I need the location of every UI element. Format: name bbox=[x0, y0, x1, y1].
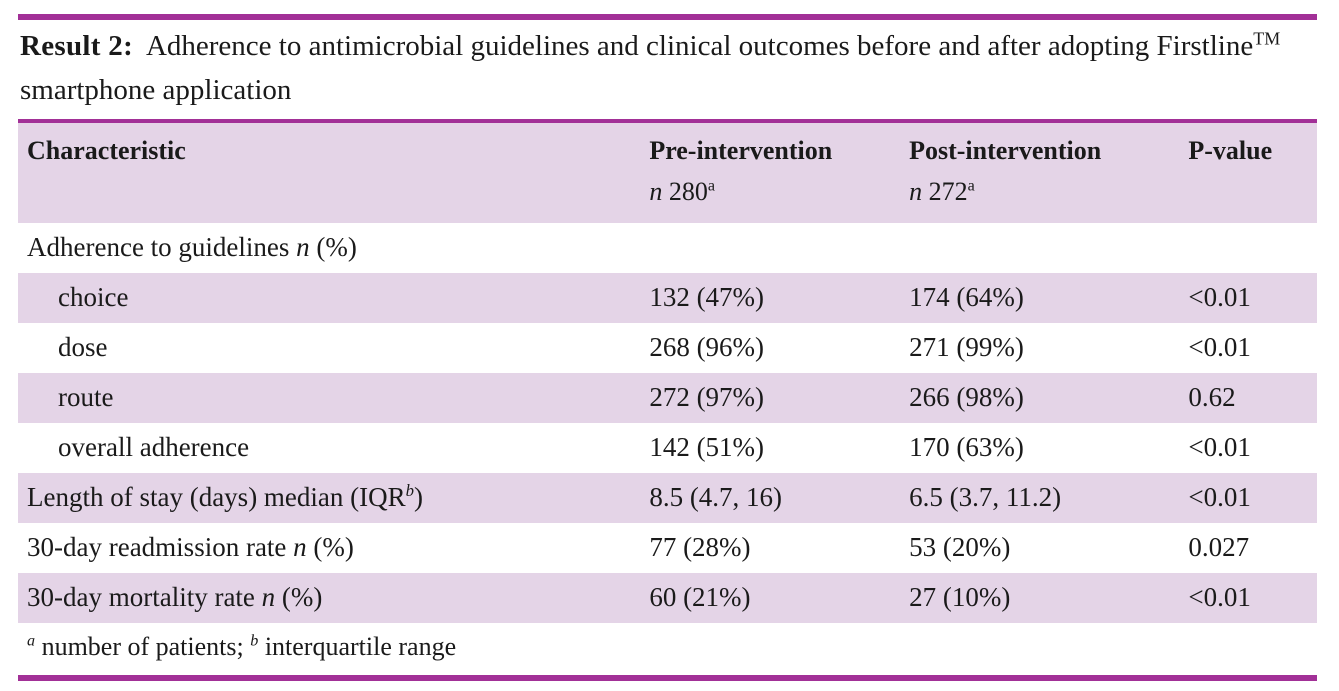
p-value-cell: <0.01 bbox=[1188, 572, 1317, 623]
post-intervention-value: 27 (10%) bbox=[909, 572, 1189, 623]
p-value-cell bbox=[1188, 223, 1317, 273]
header-row: Characteristic Pre-intervention n 280a P… bbox=[18, 123, 1317, 223]
header-label: Characteristic bbox=[27, 136, 186, 165]
title-rule bbox=[18, 119, 1317, 123]
pre-intervention-value bbox=[649, 223, 909, 273]
table-row: Adherence to guidelines n (%) bbox=[18, 223, 1317, 273]
table-title: Result 2: Adherence to antimicrobial gui… bbox=[20, 28, 1281, 106]
table-row: 30-day mortality rate n (%) 60 (21%) 27 (1… bbox=[18, 572, 1317, 623]
post-intervention-value: 271 (99%) bbox=[909, 332, 1024, 363]
p-value-cell: 0.027 bbox=[1188, 532, 1250, 563]
post-intervention-value: 174 (64%) bbox=[909, 272, 1189, 323]
header-sublabel bbox=[1188, 177, 1317, 207]
header-label: P-value bbox=[1188, 136, 1273, 165]
header-sublabel: n 272a bbox=[909, 176, 975, 206]
header-label: Post-intervention bbox=[909, 136, 1102, 165]
pre-intervention-value: 60 (21%) bbox=[649, 572, 910, 623]
row-label: 30-day mortality rate n (%) bbox=[18, 572, 650, 623]
p-value-cell: 0.62 bbox=[1188, 372, 1317, 423]
table-row: choice 132 (47%) 174 (64%) <0.01 bbox=[18, 272, 1317, 323]
footnote: a number of patients; b interquartile ra… bbox=[27, 631, 457, 661]
results-table: Characteristic Pre-intervention n 280a P… bbox=[18, 123, 1317, 623]
table-row: Length of stay (days) median (IQRb) 8.5 (… bbox=[18, 472, 1317, 523]
row-label: Length of stay (days) median (IQRb) bbox=[18, 472, 650, 523]
pre-intervention-value: 77 (28%) bbox=[649, 532, 751, 563]
header-pre-intervention: Pre-intervention n 280a bbox=[649, 123, 910, 223]
p-value-cell: <0.01 bbox=[1188, 272, 1317, 323]
header-label: Pre-intervention bbox=[649, 136, 833, 165]
top-rule bbox=[18, 14, 1317, 20]
row-label: dose bbox=[58, 332, 108, 363]
row-label: 30-day readmission rate n (%) bbox=[27, 532, 354, 563]
header-sublabel bbox=[27, 177, 649, 207]
table-row: overall adherence 142 (51%) 170 (63%) <0.01 bbox=[18, 423, 1317, 473]
post-intervention-value bbox=[909, 223, 1188, 273]
row-label: overall adherence bbox=[58, 432, 250, 463]
post-intervention-value: 6.5 (3.7, 11.2) bbox=[909, 472, 1189, 523]
p-value-cell: <0.01 bbox=[1188, 472, 1317, 523]
header-post-intervention: Post-intervention n 272a bbox=[909, 123, 1189, 223]
header-p-value: P-value bbox=[1188, 123, 1317, 223]
pre-intervention-value: 268 (96%) bbox=[649, 332, 765, 363]
pre-intervention-value: 272 (97%) bbox=[649, 372, 910, 423]
row-label: route bbox=[18, 372, 650, 423]
pre-intervention-value: 132 (47%) bbox=[649, 272, 910, 323]
bottom-rule bbox=[18, 674, 1317, 681]
p-value-cell: <0.01 bbox=[1188, 332, 1251, 363]
row-label: Adherence to guidelines n (%) bbox=[27, 232, 357, 263]
post-intervention-value: 170 (63%) bbox=[909, 432, 1024, 463]
table-row: 30-day readmission rate n (%) 77 (28%) 53 … bbox=[18, 523, 1317, 573]
table-row: route 272 (97%) 266 (98%) 0.62 bbox=[18, 372, 1317, 423]
header-sublabel: n 280a bbox=[649, 176, 715, 206]
post-intervention-value: 53 (20%) bbox=[909, 532, 1011, 563]
table-body: Adherence to guidelines n (%) choice 132 (… bbox=[18, 223, 1317, 623]
pre-intervention-value: 8.5 (4.7, 16) bbox=[649, 472, 910, 523]
row-label: choice bbox=[18, 272, 650, 323]
post-intervention-value: 266 (98%) bbox=[909, 372, 1189, 423]
table-row: dose 268 (96%) 271 (99%) <0.01 bbox=[18, 323, 1317, 373]
header-characteristic: Characteristic bbox=[18, 123, 650, 223]
pre-intervention-value: 142 (51%) bbox=[649, 432, 765, 463]
p-value-cell: <0.01 bbox=[1188, 432, 1251, 463]
